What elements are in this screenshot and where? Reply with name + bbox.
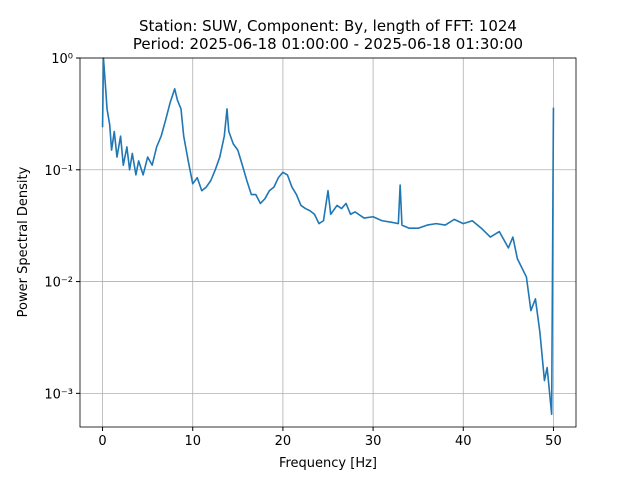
y-tick-label: 10⁰ [51,52,73,67]
y-tick-label: 10⁻² [44,276,73,291]
line-series [101,57,555,416]
chart-subtitle: Period: 2025-06-18 01:00:00 - 2025-06-18… [133,35,523,53]
y-tick-label: 10⁻¹ [44,164,73,179]
chart-title: Station: SUW, Component: By, length of F… [139,17,517,35]
x-tick-label: 20 [275,434,292,449]
x-tick-label: 40 [455,434,472,449]
x-axis-label: Frequency [Hz] [279,456,377,471]
x-tick-label: 0 [98,434,106,449]
y-tick-label: 10⁻³ [44,387,73,402]
x-tick-label: 50 [545,434,562,449]
y-axis-label: Power Spectral Density [16,166,31,317]
x-tick-label: 10 [184,434,201,449]
plot-frame [79,57,577,428]
x-tick-label: 30 [365,434,382,449]
